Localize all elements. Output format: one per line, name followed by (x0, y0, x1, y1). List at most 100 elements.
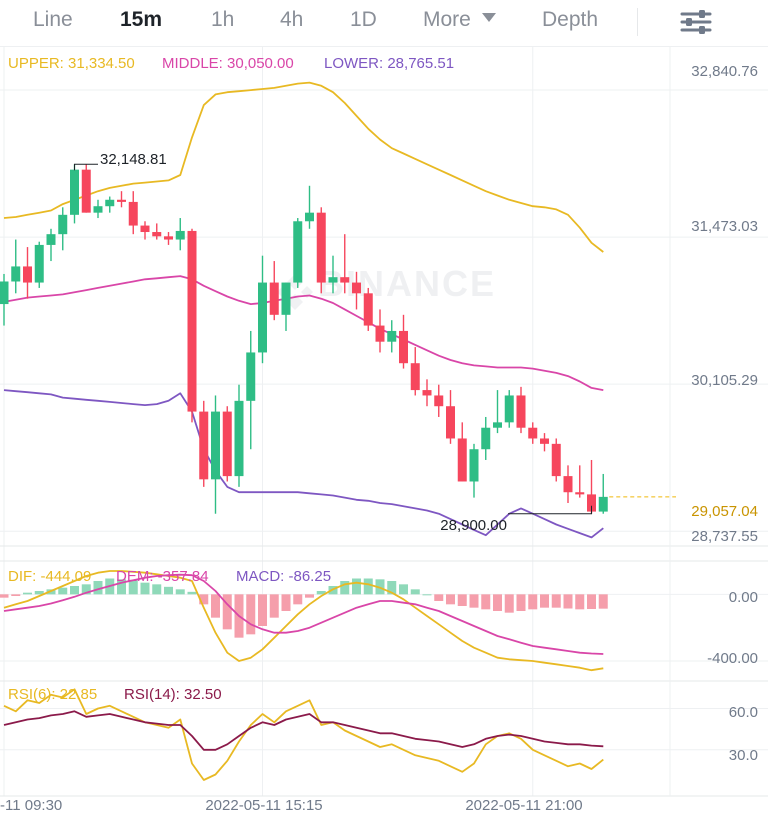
candle-body (469, 449, 479, 482)
dem-line (3, 573, 604, 655)
sliders-icon (680, 10, 712, 34)
candle (352, 271, 361, 310)
high-connector (74, 163, 98, 171)
candle (258, 255, 267, 364)
x-tick-label: -11 09:30 (0, 797, 62, 814)
candle-body (504, 395, 514, 423)
candle (152, 223, 162, 240)
macd-bar (269, 594, 279, 618)
candle (469, 443, 479, 498)
macd-pane (0, 570, 608, 672)
candle (211, 395, 220, 514)
candle (164, 232, 173, 245)
candle (575, 465, 585, 498)
macd-bar (457, 594, 467, 606)
macd-bar (516, 594, 526, 611)
upper-band-line (3, 81, 604, 253)
candle (140, 221, 150, 240)
tab-1h[interactable]: 1h (211, 8, 235, 31)
tab-line[interactable]: Line (33, 8, 73, 31)
macd-bar (81, 584, 91, 595)
tab-more[interactable]: More (423, 8, 497, 32)
candle (422, 379, 432, 407)
candle-body (23, 266, 32, 283)
macd-bar (140, 582, 150, 595)
legend-rsi6: RSI(6): 22.85 (8, 686, 97, 703)
candle (410, 347, 420, 396)
rsi14-line (3, 710, 604, 751)
legend-macd: MACD: -86.25 (236, 568, 331, 585)
candle-body (70, 169, 79, 215)
candle-body (457, 438, 467, 482)
candle (93, 199, 103, 219)
macd-bar (23, 592, 32, 595)
macd-bar (363, 578, 373, 595)
candle-body (316, 212, 326, 283)
candle-body (269, 282, 279, 315)
legend-lower: LOWER: 28,765.51 (324, 55, 454, 72)
candle (375, 309, 385, 353)
candle-body (0, 281, 9, 305)
rsi-legend: RSI(6): 22.85 RSI(14): 32.50 (8, 686, 222, 703)
macd-bar (563, 594, 573, 609)
candle (516, 386, 526, 434)
macd-bar (152, 584, 162, 595)
candle-body (211, 411, 220, 480)
macd-bar (258, 594, 267, 626)
last-price-tag: 29,057.04 (677, 499, 762, 521)
watermark-text: BINANCE (318, 263, 496, 304)
macd-bar (211, 594, 220, 618)
macd-bar (551, 594, 561, 608)
y-tick-label: 31,473.03 (691, 218, 758, 235)
candle (540, 433, 549, 452)
candle-body (540, 438, 549, 444)
tab-4h[interactable]: 4h (280, 8, 304, 31)
candle (504, 390, 514, 428)
candle (457, 422, 467, 482)
macd-bar (598, 594, 608, 609)
rsi-pane (3, 688, 604, 781)
candle (234, 384, 244, 487)
tab-15m[interactable]: 15m (120, 8, 163, 31)
macd-bar (575, 594, 585, 610)
candle-body (152, 232, 162, 237)
candle (58, 207, 68, 251)
tab-more-label: More (423, 8, 471, 31)
tab-depth[interactable]: Depth (542, 8, 599, 31)
candle-body (128, 201, 138, 226)
candle-body (363, 293, 373, 326)
candle-body (34, 244, 44, 283)
candle (23, 247, 32, 299)
kline-chart[interactable]: BINANCE UPPER: 31,334.50 MIDDLE: 30,050.… (0, 46, 768, 821)
y-tick-label: 0.00 (729, 589, 758, 606)
macd-bar (293, 594, 303, 605)
tab-1d[interactable]: 1D (350, 8, 377, 31)
low-connector (508, 505, 592, 515)
candle (598, 473, 608, 514)
y-axis-labels: 32,840.76 31,473.03 30,105.29 28,737.55 … (691, 63, 758, 764)
x-tick-label: 2022-05-11 15:15 (205, 797, 322, 814)
high-price-label: 32,148.81 (100, 151, 167, 168)
indicator-settings-button[interactable] (678, 6, 714, 38)
candle (199, 400, 209, 487)
candle-body (105, 199, 115, 207)
candle (0, 273, 9, 326)
macd-bar (399, 584, 408, 595)
high-marker: 32,148.81 (100, 151, 167, 168)
candle-body (387, 330, 397, 342)
candle (81, 164, 91, 213)
candle-body (58, 214, 68, 235)
candle-body (551, 443, 561, 477)
dif-line (3, 570, 604, 672)
candle (316, 207, 326, 294)
candle (187, 228, 197, 423)
y-tick-label: 28,737.55 (691, 528, 758, 545)
candle (587, 459, 596, 514)
candle-body (563, 476, 573, 493)
candle (105, 196, 115, 213)
candle-body (352, 282, 361, 294)
candle (446, 390, 455, 444)
candle-body (187, 230, 197, 412)
candle (528, 422, 538, 444)
candle-body (281, 282, 291, 315)
